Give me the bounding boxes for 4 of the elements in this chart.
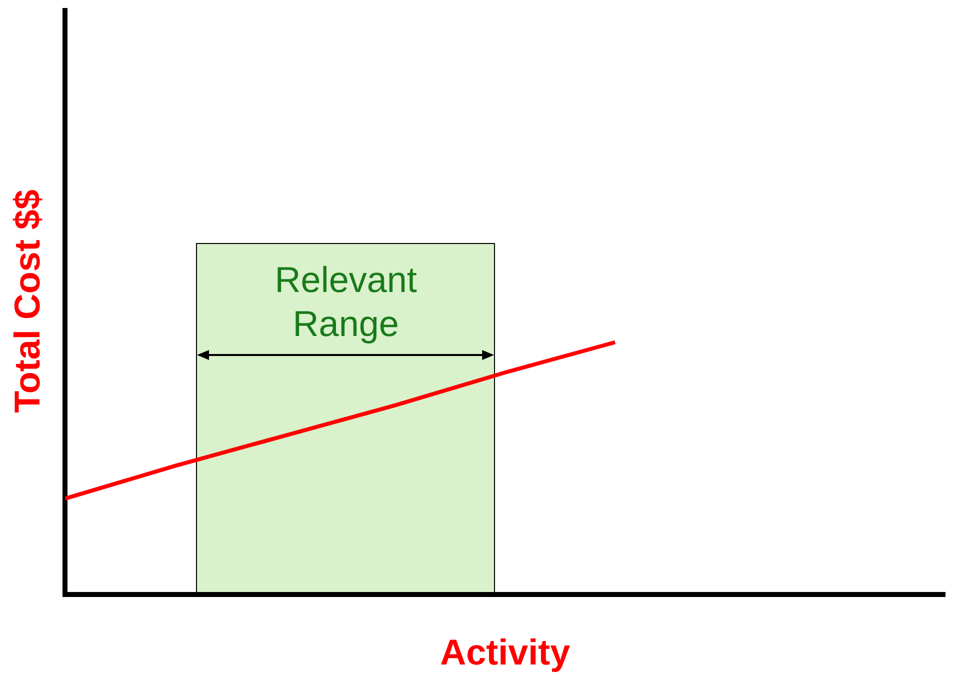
shaded-box: Relevant Range — [196, 242, 496, 594]
annotation: Relevant Range — [274, 258, 418, 346]
x-axis-title: Activity — [440, 631, 570, 672]
y-axis-title: Total Cost $$ — [6, 190, 48, 413]
